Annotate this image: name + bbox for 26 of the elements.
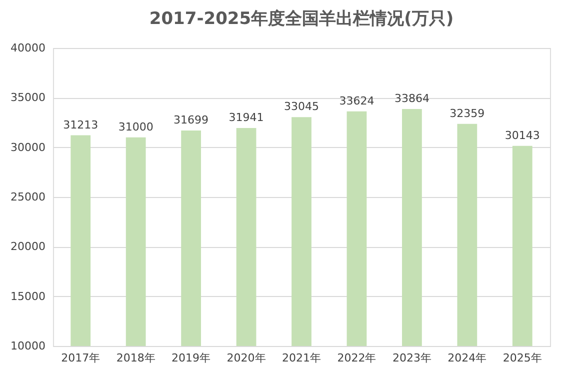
data-label: 32359 <box>450 106 485 120</box>
y-tick-label: 40000 <box>10 42 46 54</box>
x-tick-label: 2019年 <box>172 352 211 364</box>
y-tick-label: 10000 <box>10 340 46 352</box>
data-label: 31699 <box>174 113 209 126</box>
x-tick-label: 2021年 <box>282 352 321 364</box>
chart-title: 2017-2025年度全国羊出栏情况(万只) <box>149 9 454 29</box>
data-label: 33624 <box>339 94 374 108</box>
x-tick-label: 2018年 <box>116 352 156 364</box>
x-tick-label: 2025年 <box>502 352 542 364</box>
data-label: 31213 <box>63 118 98 132</box>
x-tick-label: 2024年 <box>448 352 487 364</box>
y-tick-label: 25000 <box>10 190 46 204</box>
x-tick-label: 2020年 <box>226 352 266 364</box>
data-label: 30143 <box>504 128 540 142</box>
x-tick-label: 2022年 <box>337 352 376 364</box>
y-tick-label: 35000 <box>10 91 46 104</box>
y-tick-label: 20000 <box>10 240 46 254</box>
data-label: 31000 <box>118 120 154 134</box>
x-tick-label: 2017年 <box>61 352 100 364</box>
x-tick-label: 2023年 <box>392 352 432 364</box>
data-label: 33045 <box>284 100 319 114</box>
data-label: 31941 <box>228 111 264 124</box>
data-label: 33864 <box>394 92 430 105</box>
y-tick-label: 30000 <box>10 140 46 154</box>
y-tick-label: 15000 <box>10 290 46 303</box>
